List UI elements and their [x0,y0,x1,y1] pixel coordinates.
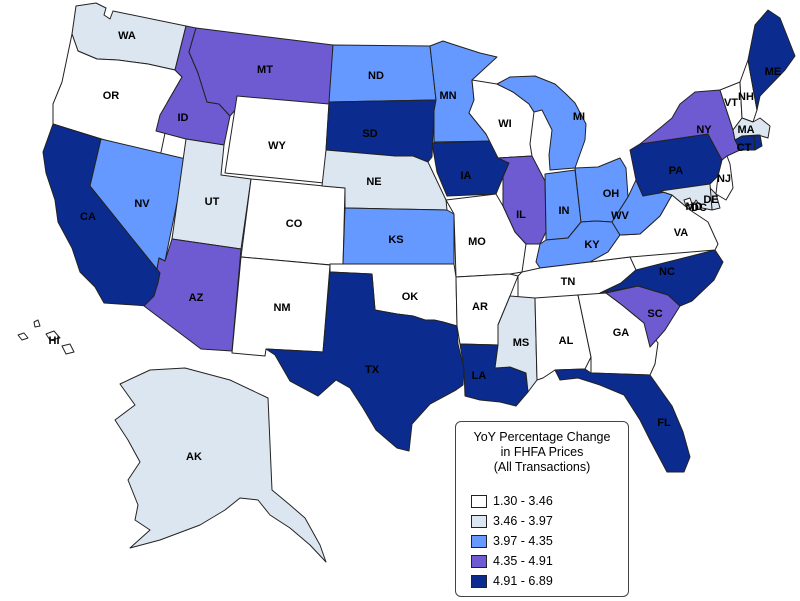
state-NE [321,149,448,211]
state-labels: WA OR CA NV ID MT WY UT AZ CO NM ND SD N… [49,30,782,463]
state-ME [747,9,796,111]
legend-swatch [471,574,487,588]
state-MO [445,193,527,278]
label-NY: NY [696,124,712,136]
legend-swatch [471,494,487,508]
legend-label: 1.30 - 3.46 [493,494,553,508]
label-IA: IA [461,170,472,182]
label-MI: MI [573,111,585,123]
label-MN: MN [439,90,456,102]
label-MD: MD [685,201,702,213]
legend-label: 4.35 - 4.91 [493,554,553,568]
label-CT: CT [737,142,752,154]
label-WY: WY [268,140,286,152]
legend-item: 4.91 - 6.89 [471,572,553,590]
label-NE: NE [366,176,381,188]
label-TN: TN [561,276,576,288]
legend-item: 1.30 - 3.46 [471,492,553,510]
legend-item: 4.35 - 4.91 [471,552,553,570]
label-SD: SD [362,128,377,140]
label-OK: OK [402,291,419,303]
label-IL: IL [516,209,526,221]
legend-label: 4.91 - 6.89 [493,574,553,588]
label-ME: ME [765,66,782,78]
state-HI [17,319,75,355]
label-AL: AL [559,335,574,347]
legend-swatch [471,554,487,568]
label-NV: NV [134,198,150,210]
label-DC: DC [691,202,707,214]
legend-title-line: in FHFA Prices [500,445,584,459]
map-legend: YoY Percentage Change in FHFA Prices (Al… [455,421,629,597]
label-ID: ID [178,112,189,124]
state-NJ [715,155,734,201]
label-IN: IN [559,205,570,217]
label-MA: MA [737,124,754,136]
legend-label: 3.97 - 4.35 [493,534,553,548]
state-NC [599,249,724,307]
label-UT: UT [205,196,220,208]
state-DC [683,197,693,207]
label-SC: SC [647,308,662,320]
label-NM: NM [273,302,290,314]
label-HI: HI [49,335,60,347]
label-AK: AK [186,451,202,463]
legend-title: YoY Percentage Change in FHFA Prices (Al… [456,430,628,475]
label-NC: NC [659,266,675,278]
legend-label: 3.46 - 3.97 [493,514,553,528]
label-CA: CA [80,211,96,223]
state-IL [497,155,547,245]
label-WA: WA [118,30,136,42]
label-GA: GA [613,327,630,339]
label-MS: MS [513,337,530,349]
legend-swatch [471,514,487,528]
label-PA: PA [669,165,684,177]
label-OR: OR [103,90,120,102]
state-shapes [17,2,796,563]
label-AR: AR [472,301,488,313]
label-MT: MT [257,64,273,76]
label-NH: NH [738,91,754,103]
state-FL [554,368,691,473]
state-NH [739,59,758,123]
state-AK [114,367,327,563]
label-AZ: AZ [189,292,204,304]
legend-title-line: (All Transactions) [493,460,591,474]
label-WI: WI [498,118,511,130]
label-FL: FL [657,417,671,429]
label-MO: MO [468,236,486,248]
state-TX [265,271,465,452]
state-MD [659,183,713,211]
label-VT: VT [724,97,738,109]
legend-item: 3.97 - 4.35 [471,532,553,550]
label-VA: VA [674,227,689,239]
label-ND: ND [368,70,384,82]
label-TX: TX [365,364,380,376]
label-OH: OH [603,188,620,200]
legend-swatch [471,534,487,548]
label-KS: KS [388,234,403,246]
label-LA: LA [472,370,487,382]
label-CO: CO [286,218,303,230]
state-KS [342,207,455,265]
label-DE: DE [703,194,718,206]
legend-title-line: YoY Percentage Change [473,430,611,444]
state-RI [753,134,763,151]
label-NJ: NJ [717,173,731,185]
label-KY: KY [584,239,600,251]
legend-item: 3.46 - 3.97 [471,512,553,530]
label-WV: WV [611,210,629,222]
